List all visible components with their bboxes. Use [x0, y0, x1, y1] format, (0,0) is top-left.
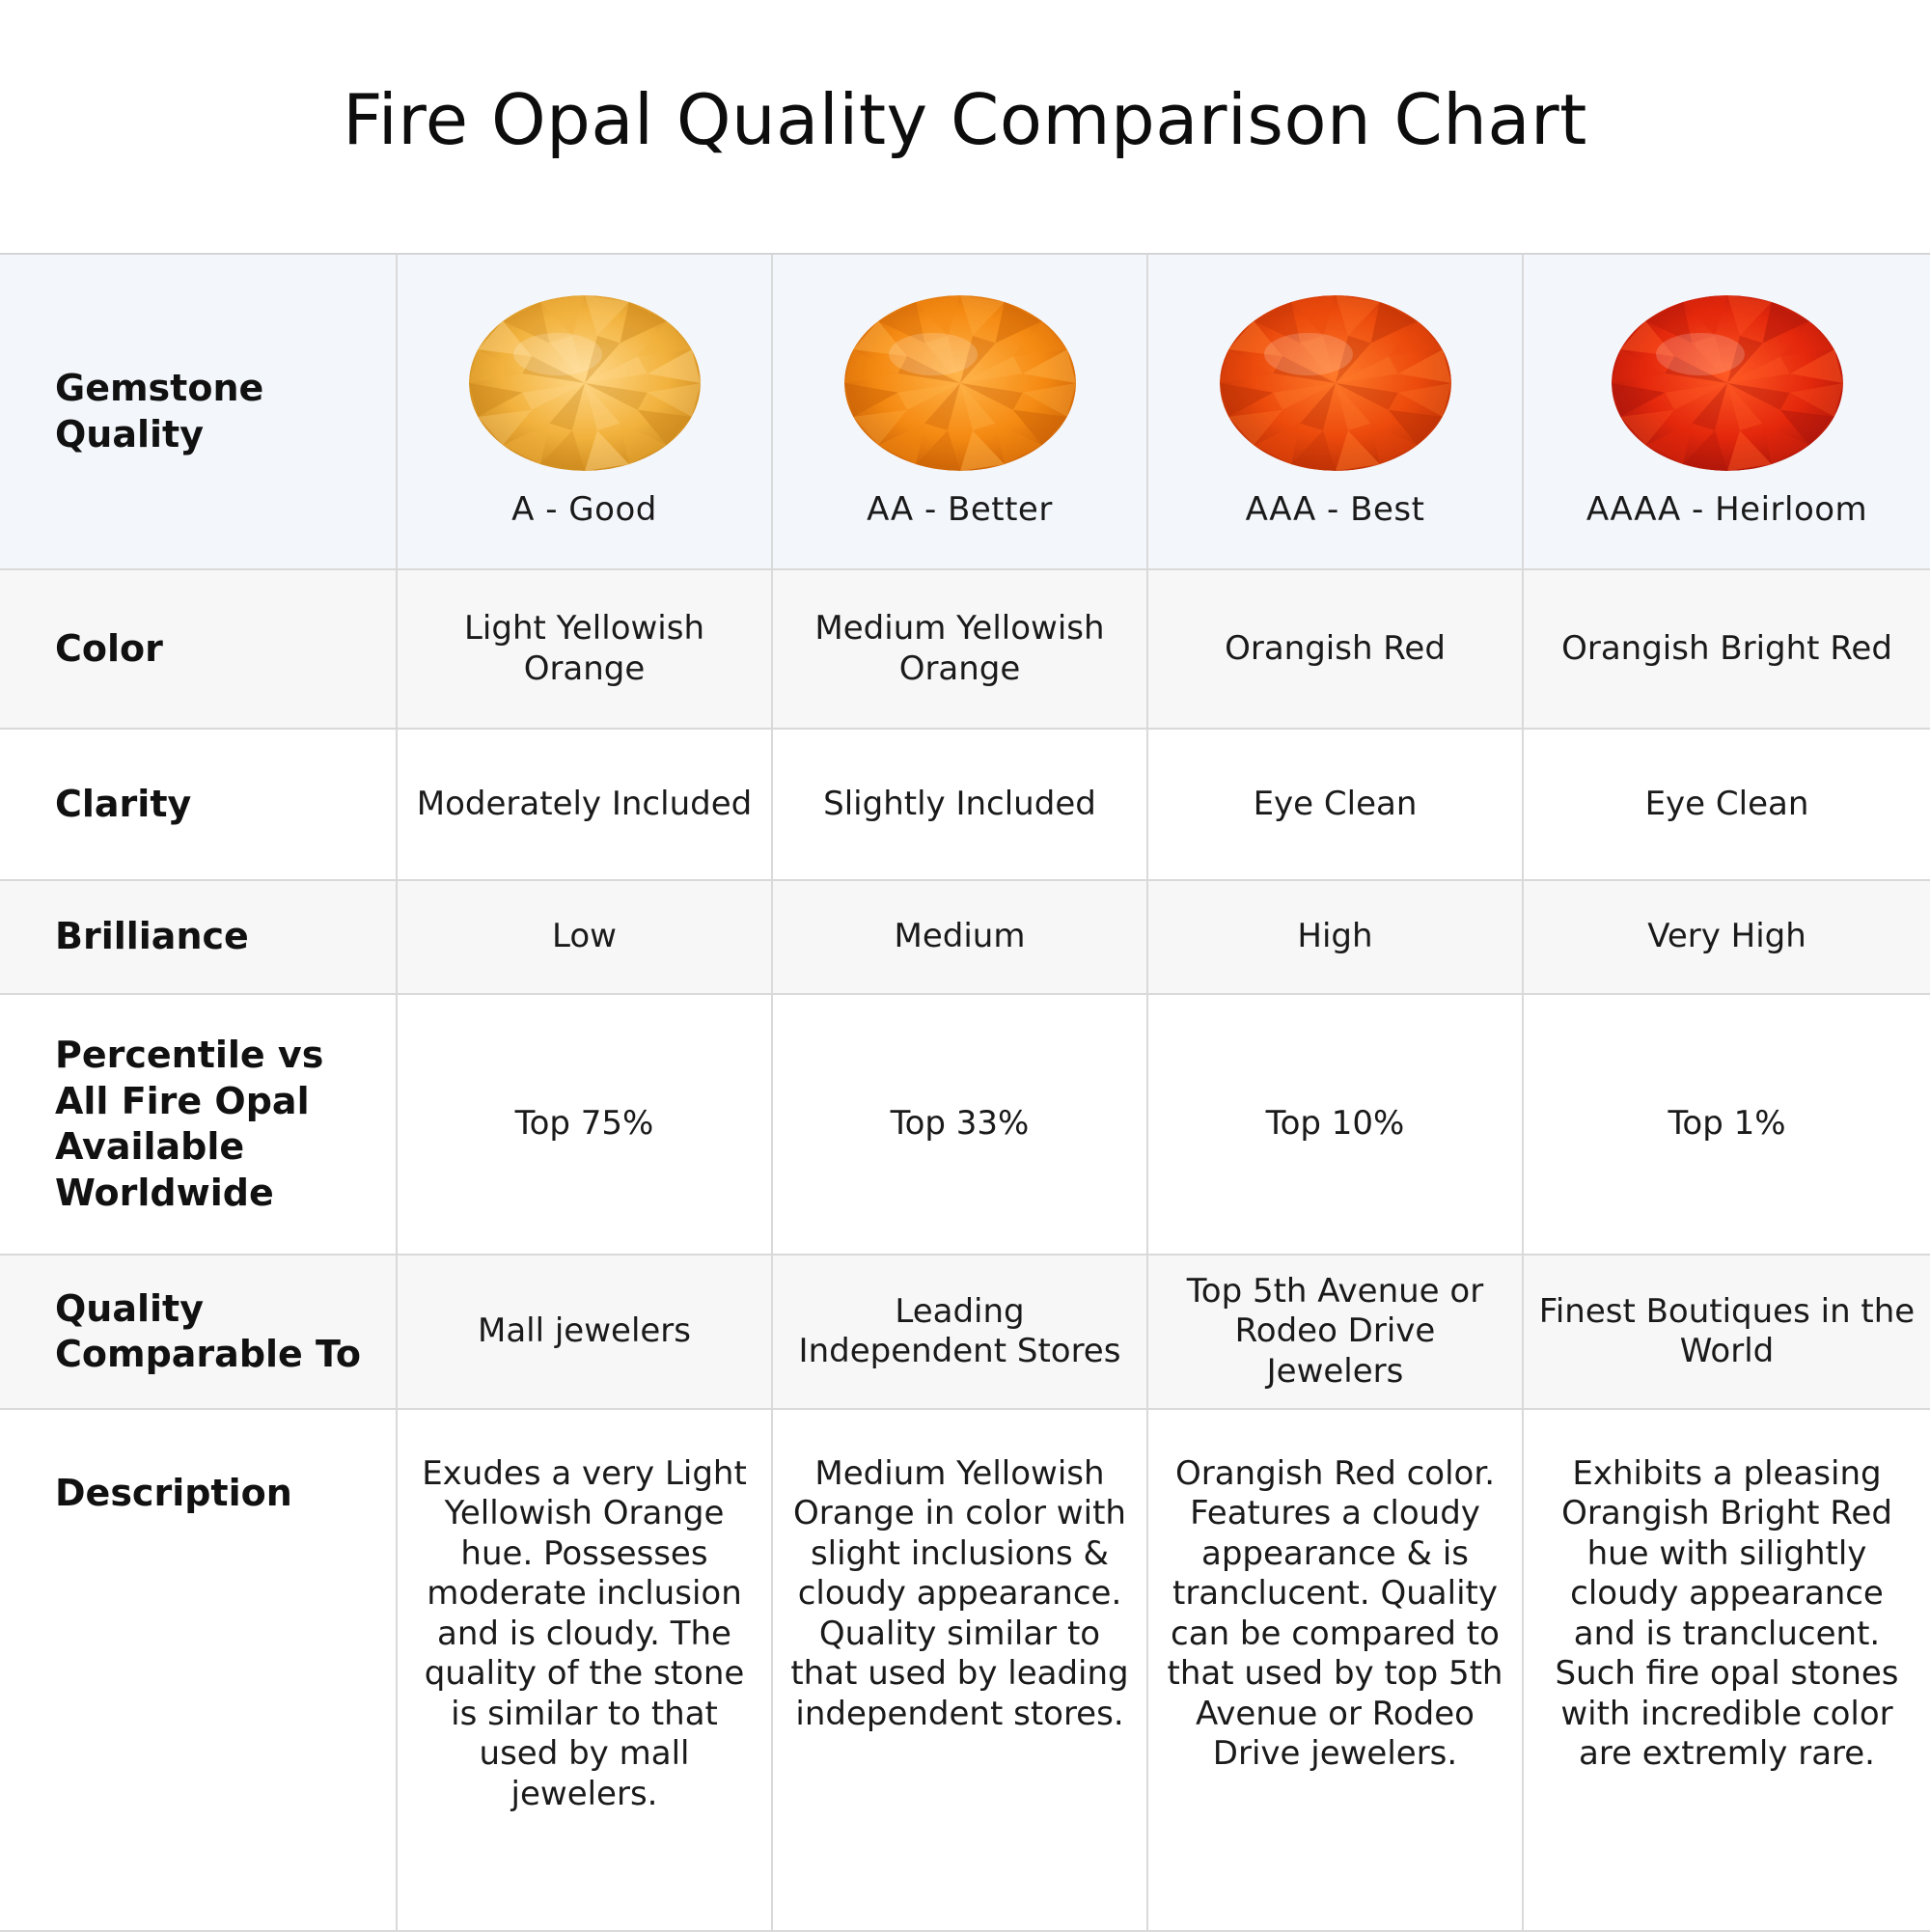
description-cell: Orangish Red color. Features a cloudy ap… — [1148, 1410, 1524, 1932]
grade-column-a: A - Good — [398, 255, 773, 570]
table-cell: Slightly Included — [773, 730, 1148, 881]
table-cell: Top 33% — [773, 995, 1148, 1256]
grade-label: A - Good — [511, 490, 657, 529]
gem-icon — [843, 295, 1076, 471]
row-label-percentile: Percentile vs All Fire Opal Available Wo… — [0, 995, 398, 1256]
row-label-clarity: Clarity — [0, 730, 398, 881]
grade-label: AAA - Best — [1245, 490, 1425, 529]
table-cell: Low — [398, 881, 773, 995]
table-cell: Orangish Bright Red — [1524, 570, 1930, 730]
table-cell: Very High — [1524, 881, 1930, 995]
gem-icon — [1219, 295, 1451, 471]
description-cell: Medium Yellowish Orange in color with sl… — [773, 1410, 1148, 1932]
grade-label: AA - Better — [867, 490, 1053, 529]
table-cell: Finest Boutiques in the World — [1524, 1256, 1930, 1410]
row-label-description: Description — [0, 1410, 398, 1932]
grade-column-aaaa: AAAA - Heirloom — [1524, 255, 1930, 570]
table-cell: Moderately Included — [398, 730, 773, 881]
row-label-color: Color — [0, 570, 398, 730]
table-cell: Top 5th Avenue or Rodeo Drive Jewelers — [1148, 1256, 1524, 1410]
page-title: Fire Opal Quality Comparison Chart — [343, 79, 1587, 160]
quality-comparison-table: Gemstone Quality A - Good AA - Better AA… — [0, 253, 1930, 1932]
gem-icon — [1611, 295, 1843, 471]
table-cell: Orangish Red — [1148, 570, 1524, 730]
row-label-brilliance: Brilliance — [0, 881, 398, 995]
row-label-quality-comparable: Quality Comparable To — [0, 1256, 398, 1410]
description-cell: Exudes a very Light Yellowish Orange hue… — [398, 1410, 773, 1932]
table-cell: Top 75% — [398, 995, 773, 1256]
description-cell: Exhibits a pleasing Orangish Bright Red … — [1524, 1410, 1930, 1932]
table-cell: Leading Independent Stores — [773, 1256, 1148, 1410]
row-label-gemstone-quality: Gemstone Quality — [0, 255, 398, 570]
grade-column-aaa: AAA - Best — [1148, 255, 1524, 570]
table-cell: Medium — [773, 881, 1148, 995]
table-cell: Eye Clean — [1524, 730, 1930, 881]
table-cell: Light Yellowish Orange — [398, 570, 773, 730]
table-cell: Mall jewelers — [398, 1256, 773, 1410]
gem-icon — [468, 295, 701, 471]
grade-label: AAAA - Heirloom — [1585, 490, 1868, 529]
table-cell: Top 1% — [1524, 995, 1930, 1256]
table-cell: Top 10% — [1148, 995, 1524, 1256]
table-cell: High — [1148, 881, 1524, 995]
table-cell: Eye Clean — [1148, 730, 1524, 881]
table-cell: Medium Yellowish Orange — [773, 570, 1148, 730]
grade-column-aa: AA - Better — [773, 255, 1148, 570]
